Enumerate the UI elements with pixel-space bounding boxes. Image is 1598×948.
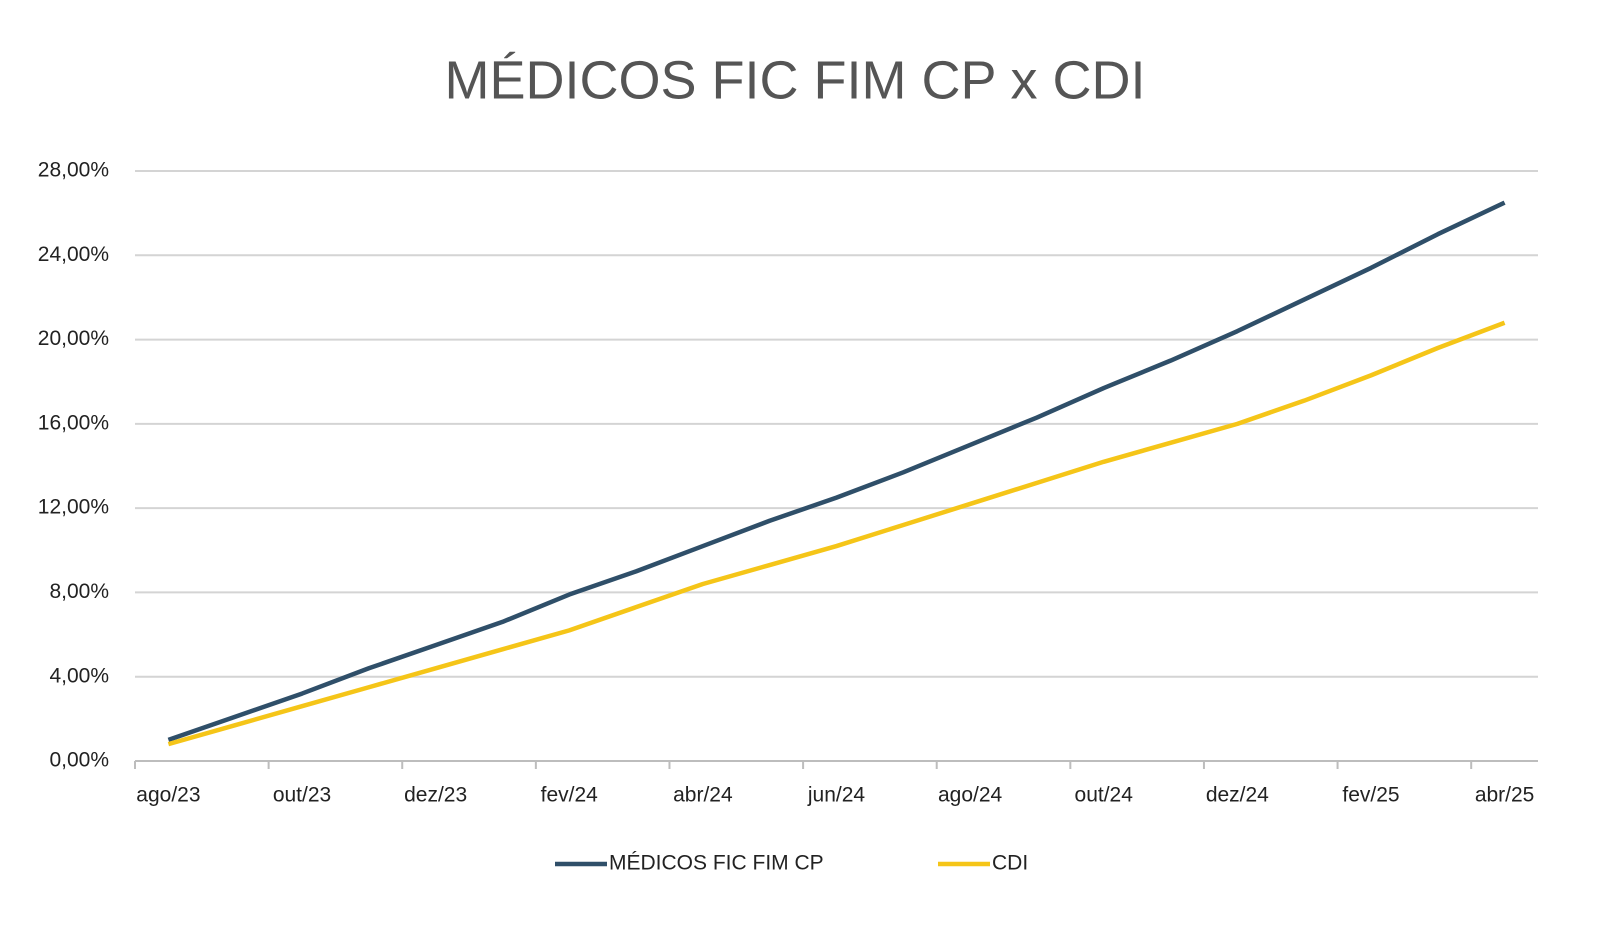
x-tick-label: dez/24: [1206, 784, 1269, 807]
x-tick-label: abr/25: [1475, 784, 1535, 807]
x-tick-label: abr/24: [673, 784, 733, 807]
y-tick-label: 16,00%: [38, 411, 109, 434]
series-line: [167, 200, 1506, 743]
y-tick-label: 8,00%: [49, 580, 109, 603]
y-tick-label: 24,00%: [38, 243, 109, 266]
series-line: [167, 320, 1506, 747]
y-tick-label: 12,00%: [38, 496, 109, 519]
x-tick-label: out/24: [1075, 784, 1134, 807]
x-tick-label: out/23: [273, 784, 331, 807]
x-tick-label: jun/24: [807, 784, 866, 807]
chart-title: MÉDICOS FIC FIM CP x CDI: [444, 50, 1145, 110]
y-tick-label: 4,00%: [49, 664, 109, 687]
x-tick-label: dez/23: [404, 784, 467, 807]
x-tick-label: ago/23: [136, 784, 200, 807]
x-tick-label: ago/24: [938, 784, 1003, 807]
x-tick-label: fev/25: [1342, 784, 1399, 807]
legend-label: CDI: [992, 852, 1028, 875]
legend-label: MÉDICOS FIC FIM CP: [609, 852, 824, 875]
y-tick-label: 0,00%: [49, 749, 109, 772]
y-tick-label: 28,00%: [38, 159, 109, 182]
x-tick-label: fev/24: [541, 784, 599, 807]
y-tick-label: 20,00%: [38, 327, 109, 350]
